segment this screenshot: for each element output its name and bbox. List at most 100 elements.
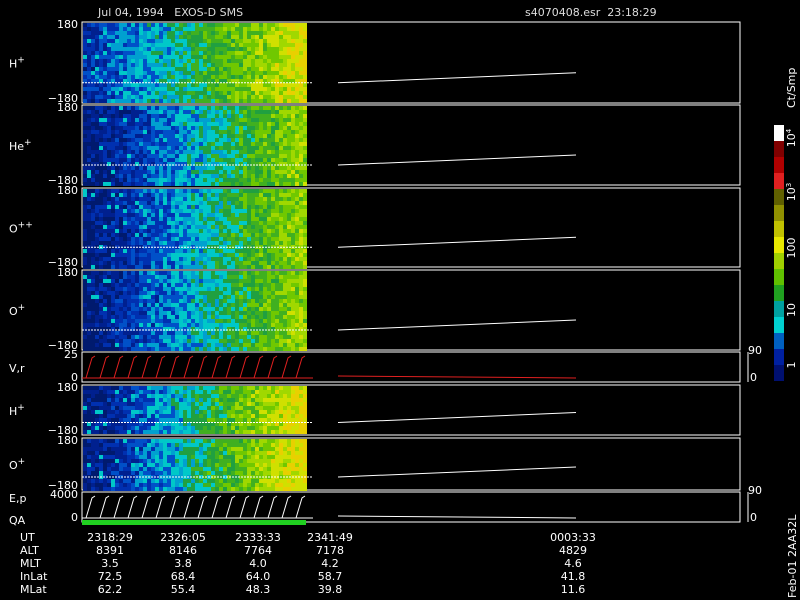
spectrogram-cell xyxy=(139,23,143,27)
spectrogram-cell xyxy=(211,410,215,414)
spectrogram-cell xyxy=(131,197,135,201)
spectrogram-cell xyxy=(247,75,251,79)
spectrogram-cell xyxy=(175,303,179,307)
spectrogram-cell xyxy=(231,162,235,166)
spectrogram-cell xyxy=(123,430,127,434)
spectrogram-cell xyxy=(171,229,175,233)
spectrogram-cell xyxy=(115,95,119,99)
spectrogram-cell xyxy=(155,386,159,390)
spectrogram-cell xyxy=(223,390,227,394)
spectrogram-cell xyxy=(127,402,131,406)
spectrogram-cell xyxy=(207,410,211,414)
spectrogram-cell xyxy=(215,303,219,307)
spectrogram-cell xyxy=(87,253,91,257)
spectrogram-cell xyxy=(87,237,91,241)
spectrogram-cell xyxy=(271,47,275,51)
spectrogram-cell xyxy=(275,47,279,51)
spectrogram-cell xyxy=(107,261,111,265)
spectrogram-cell xyxy=(191,51,195,55)
spectrogram-cell xyxy=(243,122,247,126)
spectrogram-cell xyxy=(179,323,183,327)
spectrogram-cell xyxy=(263,122,267,126)
spectrogram-cell xyxy=(167,166,171,170)
spectrogram-cell xyxy=(159,51,163,55)
spectrogram-cell xyxy=(171,275,175,279)
spectrogram-cell xyxy=(83,31,87,35)
y-tick-label: 180 xyxy=(57,266,78,279)
spectrogram-cell xyxy=(107,221,111,225)
spectrogram-cell xyxy=(223,430,227,434)
spectrogram-cell xyxy=(175,71,179,75)
spectrogram-cell xyxy=(219,47,223,51)
spectrogram-cell xyxy=(243,162,247,166)
spectrogram-cell xyxy=(99,307,103,311)
spectrogram-cell xyxy=(283,339,287,343)
spectrogram-cell xyxy=(255,91,259,95)
spectrogram-cell xyxy=(83,43,87,47)
spectrogram-cell xyxy=(171,287,175,291)
spectrogram-cell xyxy=(199,75,203,79)
spectrogram-cell xyxy=(239,213,243,217)
spectrogram-cell xyxy=(263,189,267,193)
spectrogram-cell xyxy=(147,331,151,335)
spectrogram-cell xyxy=(235,201,239,205)
spectrogram-cell xyxy=(155,106,159,110)
spectrogram-cell xyxy=(231,249,235,253)
spectrogram-cell xyxy=(91,225,95,229)
spectrogram-cell xyxy=(199,178,203,182)
spectrogram-cell xyxy=(207,146,211,150)
spectrogram-cell xyxy=(291,31,295,35)
spectrogram-cell xyxy=(263,279,267,283)
spectrogram-cell xyxy=(175,422,179,426)
spectrogram-cell xyxy=(299,253,303,257)
spectrogram-cell xyxy=(275,253,279,257)
spectrogram-cell xyxy=(239,315,243,319)
spectrogram-cell xyxy=(211,327,215,331)
spectrogram-cell xyxy=(119,213,123,217)
spectrogram-cell xyxy=(219,275,223,279)
spectrogram-cell xyxy=(91,67,95,71)
spectrogram-cell xyxy=(207,193,211,197)
spectrogram-cell xyxy=(147,27,151,31)
spectrogram-cell xyxy=(175,110,179,114)
spectrogram-cell xyxy=(151,253,155,257)
spectrogram-cell xyxy=(191,265,195,269)
spectrogram-cell xyxy=(235,134,239,138)
spectrogram-cell xyxy=(155,335,159,339)
spectrogram-cell xyxy=(299,95,303,99)
spectrogram-cell xyxy=(99,279,103,283)
spectrogram-cell xyxy=(235,295,239,299)
spectrogram-cell xyxy=(87,213,91,217)
spectrogram-cell xyxy=(287,343,291,347)
spectrogram-cell xyxy=(223,265,227,269)
spectrogram-cell xyxy=(167,327,171,331)
spectrogram-cell xyxy=(195,261,199,265)
spectrogram-cell xyxy=(175,51,179,55)
spectrogram-cell xyxy=(119,261,123,265)
spectrogram-cell xyxy=(107,83,111,87)
spectrogram-cell xyxy=(267,35,271,39)
spectrogram-cell xyxy=(203,339,207,343)
spectrogram-cell xyxy=(227,253,231,257)
spectrogram-cell xyxy=(111,189,115,193)
spectrogram-cell xyxy=(99,197,103,201)
spectrogram-cell xyxy=(219,106,223,110)
spectrogram-cell xyxy=(175,343,179,347)
spectrogram-cell xyxy=(295,142,299,146)
spectrogram-cell xyxy=(211,390,215,394)
spectrogram-cell xyxy=(259,91,263,95)
spectrogram-cell xyxy=(295,122,299,126)
spectrogram-cell xyxy=(143,343,147,347)
spectrogram-cell xyxy=(211,233,215,237)
spectrogram-cell xyxy=(95,261,99,265)
spectrogram-cell xyxy=(191,430,195,434)
spectrogram-cell xyxy=(159,271,163,275)
spectrogram-cell xyxy=(223,394,227,398)
spectrogram-cell xyxy=(179,91,183,95)
spectrogram-cell xyxy=(239,275,243,279)
spectrogram-cell xyxy=(111,279,115,283)
spectrogram-cell xyxy=(287,51,291,55)
spectrogram-cell xyxy=(223,311,227,315)
spectrogram-cell xyxy=(87,166,91,170)
spectrogram-cell xyxy=(155,178,159,182)
